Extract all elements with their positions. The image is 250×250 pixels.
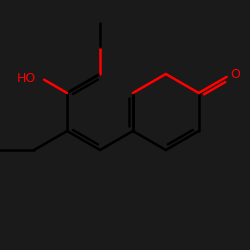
Text: O: O: [230, 68, 240, 81]
Text: HO: HO: [16, 72, 36, 85]
